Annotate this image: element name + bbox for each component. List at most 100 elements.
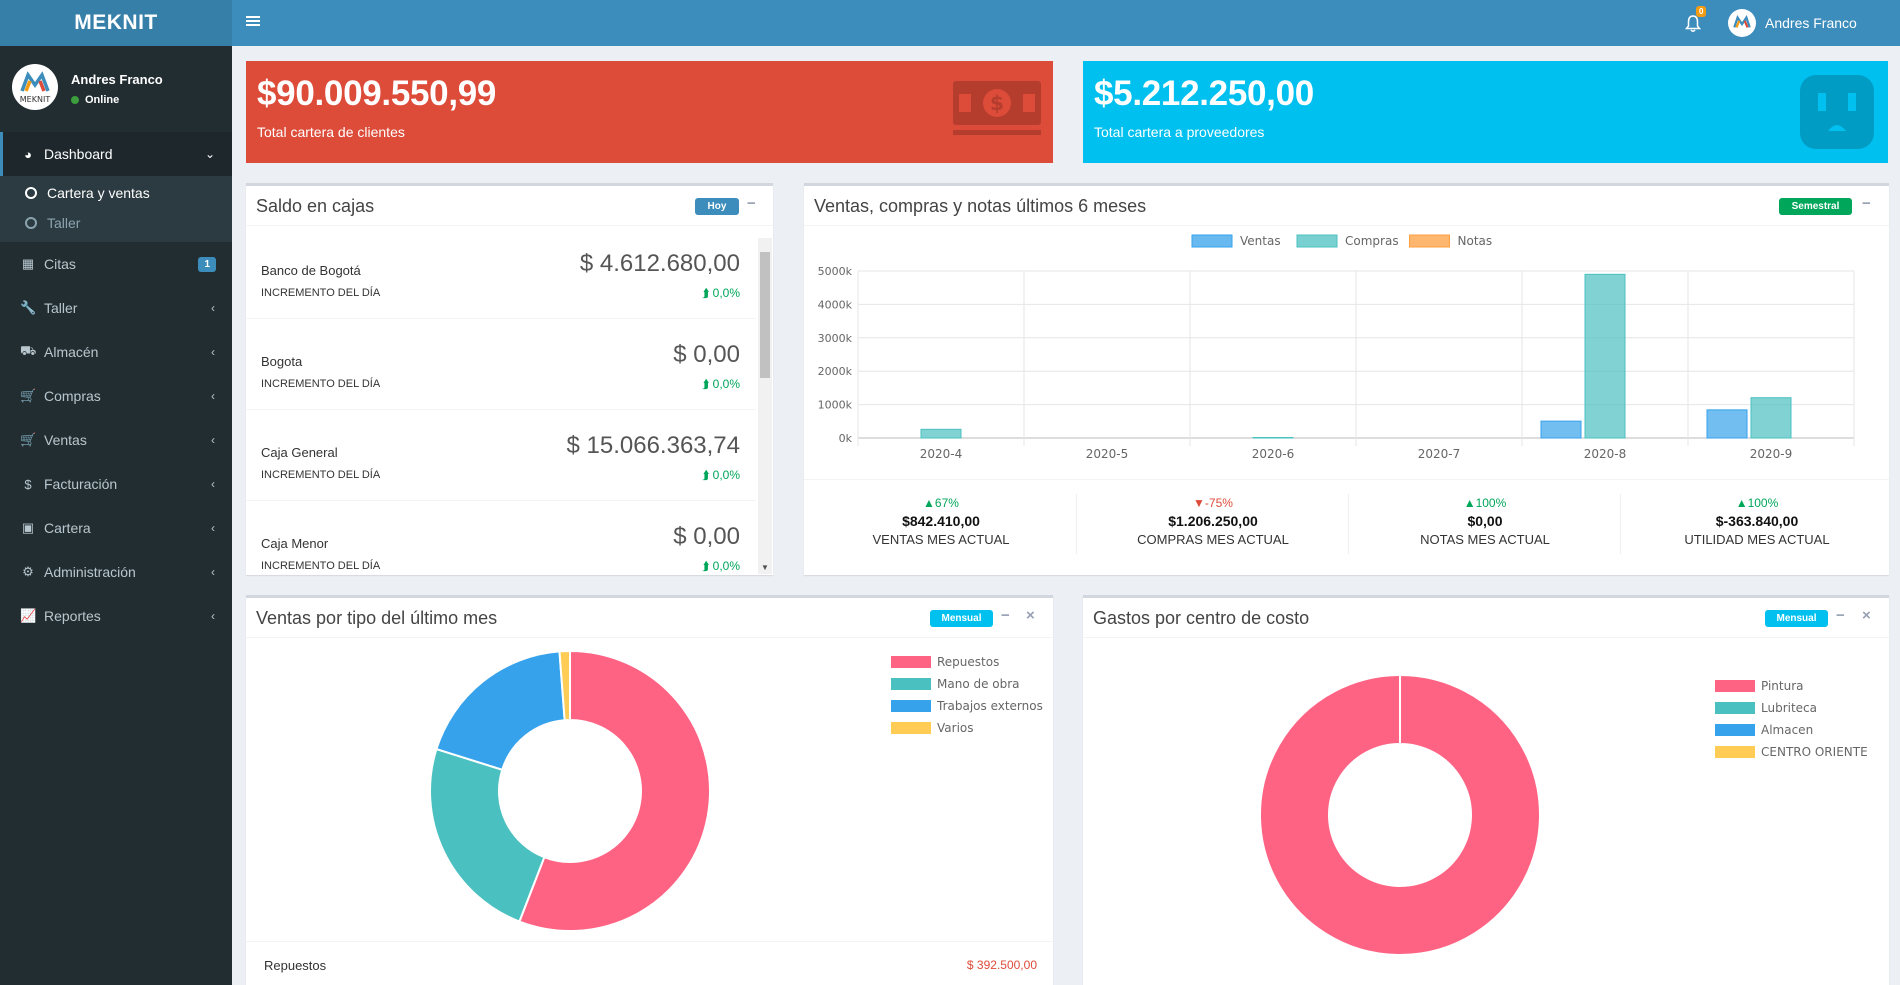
status-label: Online <box>85 94 120 106</box>
scrollbar-thumb[interactable] <box>760 252 770 378</box>
box-title: Ventas por tipo del último mes <box>256 608 498 628</box>
legend-item[interactable]: Mano de obra <box>891 677 1020 691</box>
bar-ventas-2020-8[interactable] <box>1540 420 1582 439</box>
submenu-item-taller[interactable]: Taller <box>0 208 232 238</box>
sidebar-item-almacen[interactable]: ⛟ Almacén ‹ <box>0 330 232 374</box>
collapse-button[interactable]: − <box>1001 607 1010 624</box>
y-tick-label: 3000k <box>818 332 853 345</box>
bar-compras-2020-4[interactable] <box>920 428 962 439</box>
legend-item[interactable]: Compras <box>1296 234 1399 248</box>
slice-mano-de-obra[interactable] <box>429 747 546 923</box>
sidebar-item-compras[interactable]: 🛒 Compras ‹ <box>0 374 232 418</box>
chevron-down-icon: ⌄ <box>204 147 215 161</box>
legend-label: Varios <box>937 721 974 735</box>
legend-item[interactable]: Repuestos <box>891 655 999 669</box>
saldo-cajas-box: Saldo en cajas Hoy − Banco de Bogotá INC… <box>246 183 773 575</box>
collapse-button[interactable]: − <box>747 195 756 212</box>
user-menu[interactable]: Andres Franco <box>1728 8 1857 38</box>
sidebar-item-dashboard[interactable]: ◕ Dashboard ⌄ <box>0 132 232 176</box>
stat-label: NOTAS MES ACTUAL <box>1420 532 1550 547</box>
legend-swatch <box>891 700 931 712</box>
submenu-item-cartera-ventas[interactable]: Cartera y ventas <box>0 178 232 208</box>
circle-icon <box>25 187 37 199</box>
legend-item[interactable]: Almacen <box>1715 723 1813 737</box>
legend-item[interactable]: Pintura <box>1715 679 1804 693</box>
legend-item[interactable]: Notas <box>1409 234 1493 248</box>
legend-label: Compras <box>1345 234 1399 248</box>
legend-label: Notas <box>1458 234 1493 248</box>
sidebar-menu: ◕ Dashboard ⌄ Cartera y ventas Taller ▦ … <box>0 132 232 638</box>
period-pill-mensual[interactable]: Mensual <box>930 610 993 627</box>
legend-label: Mano de obra <box>937 677 1020 691</box>
sidebar-item-label: Facturación <box>44 476 118 492</box>
slice-trabajos-externos[interactable] <box>435 650 566 771</box>
sidebar-item-label: Compras <box>44 388 101 404</box>
submenu-item-label: Cartera y ventas <box>47 185 150 201</box>
legend-item[interactable]: Ventas <box>1191 234 1281 248</box>
caja-name: Banco de Bogotá <box>261 263 361 278</box>
stat-percentage: ▼-75% <box>1193 496 1233 510</box>
close-button[interactable]: × <box>1026 607 1035 624</box>
legend-item[interactable]: Varios <box>891 721 974 735</box>
notifications-button[interactable]: 0 <box>1683 6 1707 34</box>
divider <box>804 479 1889 480</box>
collapse-button[interactable]: − <box>1836 607 1845 624</box>
scroll-down-icon[interactable]: ▼ <box>761 563 769 572</box>
slice-varios[interactable] <box>558 649 571 722</box>
info-box-cartera-clientes: $90.009.550,99 Total cartera de clientes… <box>246 61 1053 163</box>
legend-swatch <box>1409 234 1450 248</box>
money-icon: ▣ <box>21 520 35 535</box>
caja-amount: $ 15.066.363,74 <box>566 432 741 459</box>
stat-value: $1.206.250,00 <box>1168 513 1258 529</box>
caja-amount: $ 0,00 <box>673 523 740 550</box>
sidebar-item-ventas[interactable]: 🛒 Ventas ‹ <box>0 418 232 462</box>
stat-label: VENTAS MES ACTUAL <box>872 532 1010 547</box>
ventas-tipo-box: Ventas por tipo del último mes Mensual −… <box>246 595 1053 985</box>
caja-sub-label: INCREMENTO DEL DÍA <box>261 560 381 572</box>
period-pill-semestral[interactable]: Semestral <box>1779 198 1852 215</box>
info-amount: $90.009.550,99 <box>257 74 497 113</box>
legend-swatch <box>1191 234 1233 248</box>
slice-pintura[interactable] <box>1259 673 1541 956</box>
caja-name: Caja General <box>261 445 338 460</box>
chevron-left-icon: ‹ <box>211 477 215 491</box>
y-tick-label: 2000k <box>818 365 853 378</box>
period-pill-mensual[interactable]: Mensual <box>1765 610 1828 627</box>
box-header: Saldo en cajas Hoy − <box>246 186 773 226</box>
sidebar-user-name: Andres Franco <box>71 72 163 87</box>
sidebar-item-citas[interactable]: ▦ Citas 1 <box>0 242 232 286</box>
caja-name: Caja Menor <box>261 536 329 551</box>
legend-item[interactable]: CENTRO ORIENTE <box>1715 745 1868 759</box>
bar-compras-2020-6[interactable] <box>1252 436 1294 439</box>
sidebar-item-cartera[interactable]: ▣ Cartera ‹ <box>0 506 232 550</box>
svg-text:$: $ <box>990 91 1004 115</box>
sidebar-item-taller[interactable]: 🔧 Taller ‹ <box>0 286 232 330</box>
sidebar-item-administracion[interactable]: ⚙ Administración ‹ <box>0 550 232 594</box>
submenu-item-label: Taller <box>47 215 81 231</box>
sidebar-item-facturacion[interactable]: $ Facturación ‹ <box>0 462 232 506</box>
slice-repuestos[interactable] <box>518 649 711 932</box>
sidebar-item-reportes[interactable]: 📈 Reportes ‹ <box>0 594 232 638</box>
collapse-button[interactable]: − <box>1862 195 1871 212</box>
scrollbar[interactable]: ▼ <box>758 238 772 574</box>
caja-increment: ⮭ 0,0% <box>702 559 740 573</box>
sidebar-item-label: Reportes <box>44 608 101 624</box>
footer-label: Repuestos <box>264 958 327 973</box>
bar-ventas-2020-9[interactable] <box>1706 409 1748 439</box>
legend-item[interactable]: Trabajos externos <box>891 699 1043 713</box>
bar-compras-2020-9[interactable] <box>1750 397 1792 439</box>
info-box-cartera-proveedores: $5.212.250,00 Total cartera a proveedore… <box>1083 61 1888 163</box>
close-button[interactable]: × <box>1862 607 1871 624</box>
chevron-left-icon: ‹ <box>211 389 215 403</box>
y-tick-label: 5000k <box>818 265 853 278</box>
cart-icon: 🛒 <box>20 388 37 403</box>
period-pill-hoy[interactable]: Hoy <box>695 198 739 215</box>
sidebar-item-label: Administración <box>44 564 136 580</box>
bar-compras-2020-8[interactable] <box>1584 273 1626 439</box>
x-tick-label: 2020-6 <box>1252 447 1295 461</box>
caja-sub-label: INCREMENTO DEL DÍA <box>261 287 381 299</box>
legend-item[interactable]: Lubriteca <box>1715 701 1817 715</box>
top-navbar: MEKNIT 0 Andres Franco <box>0 0 1900 46</box>
brand-logo[interactable]: MEKNIT <box>0 0 232 46</box>
sidebar-toggle-icon[interactable] <box>246 14 260 28</box>
